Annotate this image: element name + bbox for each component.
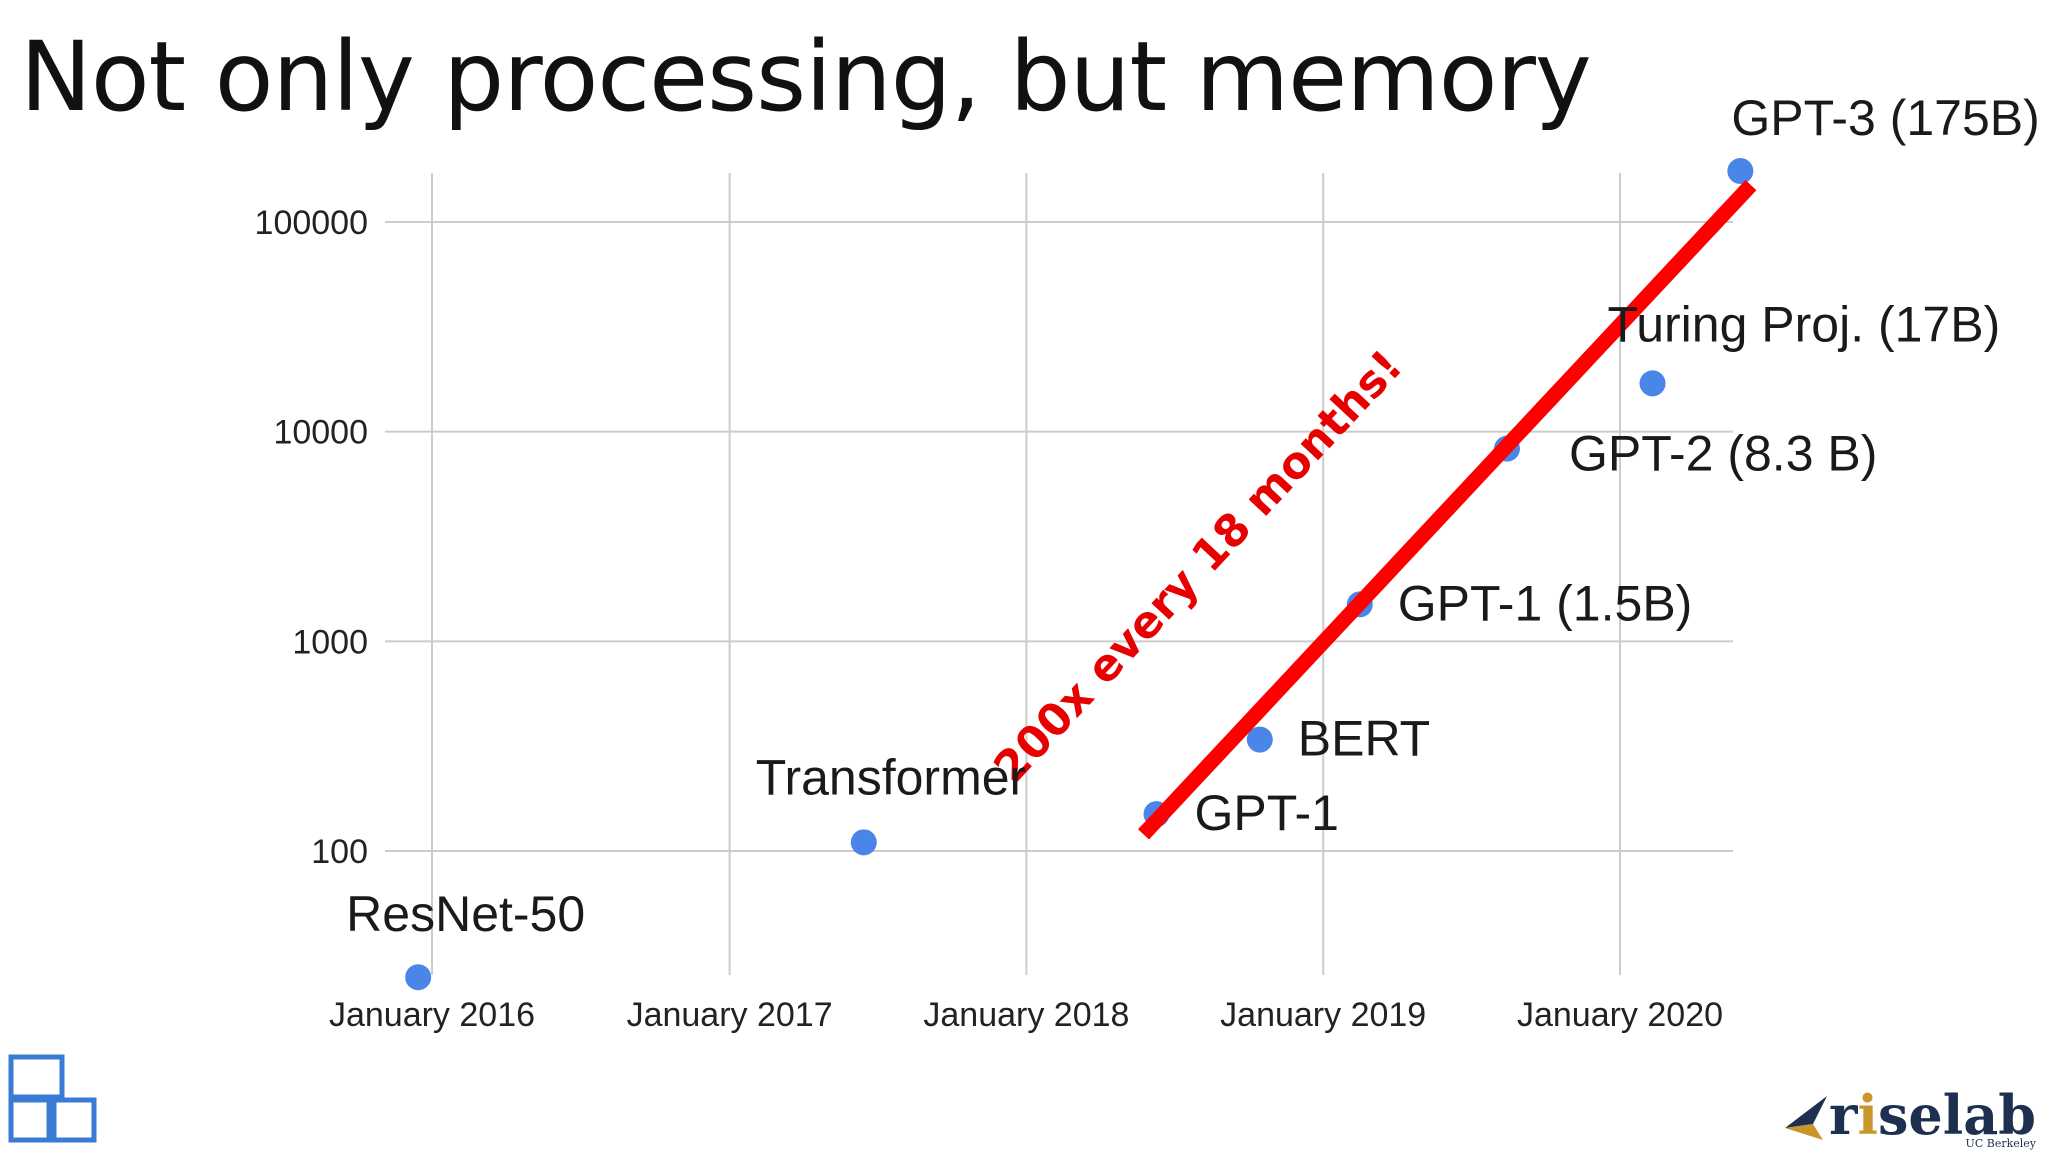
- y-tick-label: 1000: [292, 623, 368, 661]
- slide-title: Not only processing, but memory: [20, 21, 1592, 133]
- trend-line: [1138, 179, 1757, 840]
- data-point: [1246, 726, 1273, 753]
- riselab-logo-icon: [1784, 1096, 1827, 1140]
- point-label: GPT-1 (1.5B): [1398, 575, 1693, 631]
- data-point: [850, 829, 877, 856]
- point-labels: ResNet-50 Transformer GPT-1 BERT GPT-1 (1.5B…: [346, 90, 2040, 942]
- grid: [385, 173, 1733, 975]
- squares-logo-icon: [8, 1054, 97, 1143]
- point-label: GPT-1: [1195, 785, 1339, 841]
- point-label: GPT-3 (175B): [1731, 90, 2039, 146]
- riselab-logo-subtext: UC Berkeley: [1965, 1137, 2036, 1150]
- axis-ticks: 100 1000 10000 100000 January 2016 January 20…: [255, 204, 1723, 1034]
- x-tick-label: January 2017: [627, 996, 833, 1034]
- y-tick-label: 100000: [255, 204, 368, 242]
- x-tick-label: January 2016: [329, 996, 535, 1034]
- y-tick-label: 10000: [273, 414, 368, 452]
- point-label: BERT: [1298, 711, 1430, 767]
- y-tick-label: 100: [311, 833, 368, 871]
- x-tick-label: January 2018: [923, 996, 1129, 1034]
- data-point: [1639, 370, 1666, 397]
- point-label: GPT-2 (8.3 B): [1569, 426, 1877, 482]
- x-tick-label: January 2019: [1220, 996, 1426, 1034]
- riselab-logo-text: riselab: [1828, 1083, 2036, 1147]
- riselab-logo: riselab UC Berkeley: [1783, 1083, 2036, 1150]
- data-point: [1727, 158, 1754, 185]
- point-label: Transformer: [756, 749, 1026, 805]
- data-points: [405, 158, 1754, 991]
- point-label: Turing Proj. (17B): [1608, 296, 2001, 352]
- x-tick-label: January 2020: [1517, 996, 1723, 1034]
- point-label: ResNet-50: [346, 886, 585, 942]
- data-point: [405, 964, 432, 991]
